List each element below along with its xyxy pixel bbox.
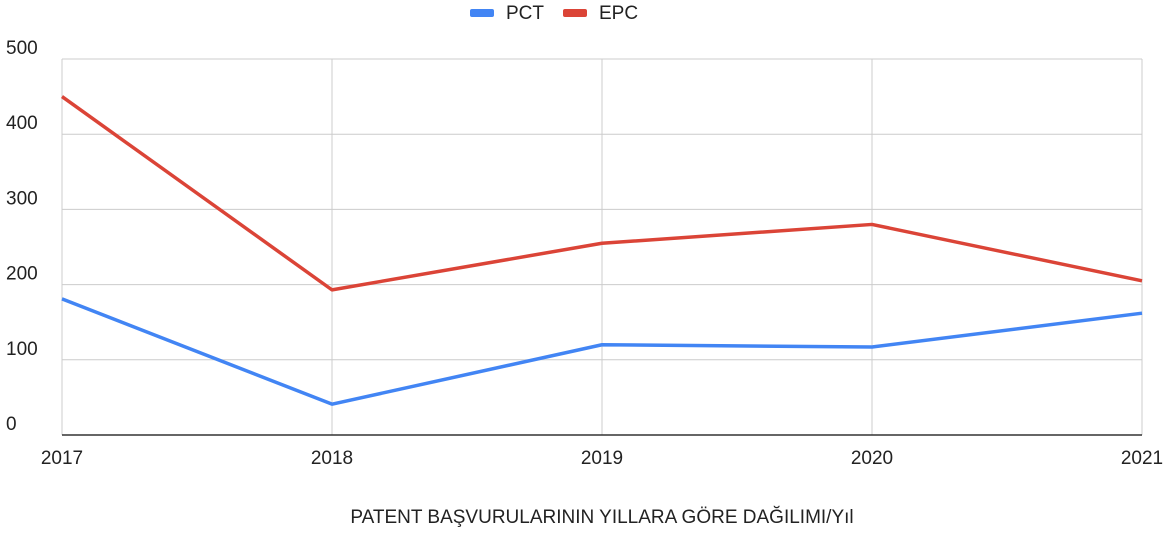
legend-swatch [563,9,587,17]
y-tick-label: 200 [6,264,38,285]
x-tick-label: 2020 [851,448,893,469]
legend-swatch [470,9,494,17]
x-tick-label: 2019 [581,448,623,469]
y-tick-label: 300 [6,188,38,209]
y-tick-label: 400 [6,113,38,134]
legend-label: PCT [506,3,544,24]
series-line [61,297,1143,406]
x-tick-label: 2018 [311,448,353,469]
y-tick-label: 0 [6,414,17,435]
x-axis-title: PATENT BAŞVURULARININ YILLARA GÖRE DAĞIL… [350,506,853,528]
y-tick-label: 500 [6,38,38,59]
y-tick-label: 100 [6,339,38,360]
x-tick-label: 2021 [1121,448,1163,469]
series-line [60,95,1143,292]
legend-label: EPC [599,3,638,24]
x-tick-label: 2017 [41,448,83,469]
